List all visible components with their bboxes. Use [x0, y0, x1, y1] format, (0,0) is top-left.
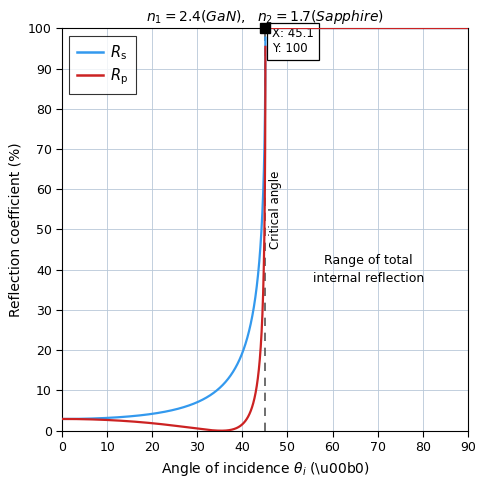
X-axis label: Angle of incidence $\theta_i$ (\u00b0): Angle of incidence $\theta_i$ (\u00b0) — [161, 460, 369, 478]
Text: Critical angle: Critical angle — [269, 170, 282, 248]
Title: $n_1 = 2.4(GaN),\ \ n_2 = 1.7(Sapphire)$: $n_1 = 2.4(GaN),\ \ n_2 = 1.7(Sapphire)$ — [146, 8, 384, 26]
Text: X: 45.1
Y: 100: X: 45.1 Y: 100 — [272, 27, 314, 55]
Text: Range of total
internal reflection: Range of total internal reflection — [313, 254, 424, 285]
Y-axis label: Reflection coefficient (%): Reflection coefficient (%) — [8, 142, 22, 317]
Legend: $R_{\mathrm{s}}$, $R_{\mathrm{p}}$: $R_{\mathrm{s}}$, $R_{\mathrm{p}}$ — [70, 35, 136, 94]
